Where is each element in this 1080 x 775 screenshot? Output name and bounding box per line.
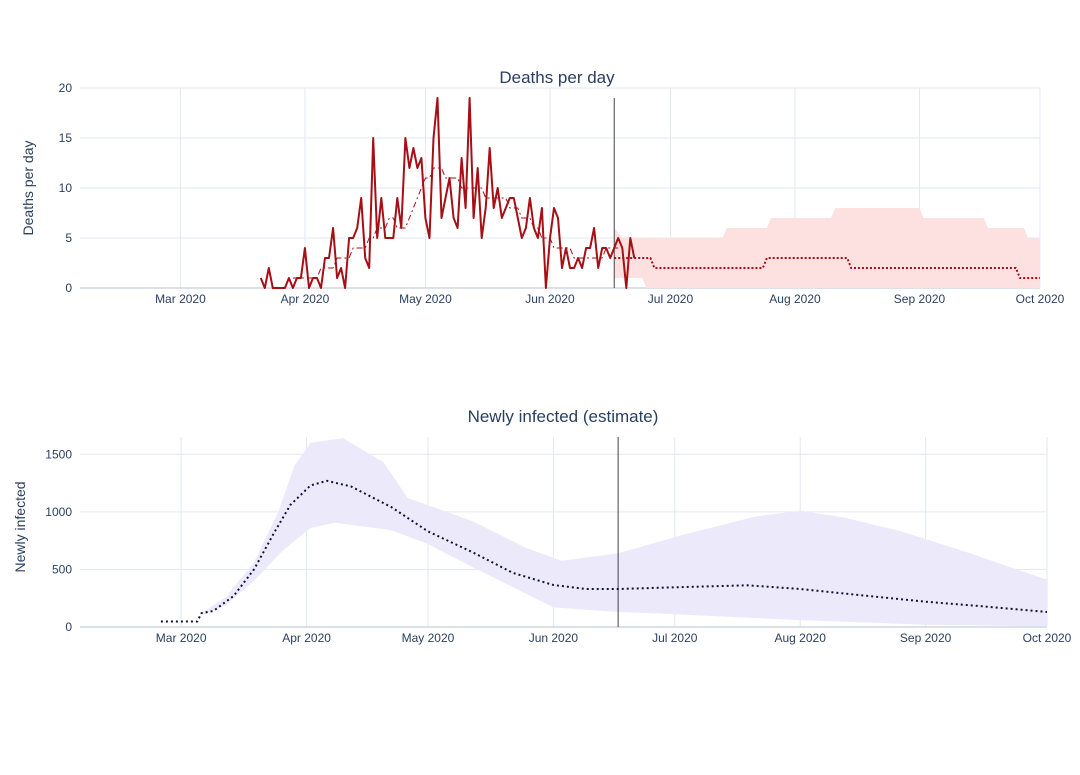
x-tick-label: May 2020 (399, 292, 452, 306)
x-tick-label: Jun 2020 (529, 631, 579, 645)
smoothed-deaths-line (292, 167, 619, 279)
x-tick-label: Jul 2020 (652, 631, 698, 645)
x-tick-label: Mar 2020 (155, 292, 206, 306)
infected-chart-title: Newly infected (estimate) (468, 407, 659, 426)
x-tick-label: Aug 2020 (774, 631, 826, 645)
y-tick-label: 500 (52, 562, 72, 576)
infected-chart-panel: Newly infected (estimate) Newly infected… (12, 407, 1072, 645)
forecast-deaths-line (614, 257, 1040, 279)
x-tick-label: Jun 2020 (525, 292, 575, 306)
x-tick-label: Oct 2020 (1016, 292, 1065, 306)
x-tick-label: Oct 2020 (1023, 631, 1072, 645)
y-tick-label: 15 (59, 131, 73, 145)
x-tick-label: Sep 2020 (894, 292, 946, 306)
x-tick-label: Aug 2020 (769, 292, 821, 306)
x-tick-label: Jul 2020 (648, 292, 694, 306)
y-tick-label: 1500 (45, 447, 72, 461)
y-tick-label: 0 (65, 281, 72, 295)
y-tick-label: 20 (59, 81, 73, 95)
x-tick-label: Mar 2020 (156, 631, 207, 645)
y-tick-label: 0 (65, 620, 72, 634)
deaths-chart-panel: Deaths per day Deaths per day Mar 2020 Ap… (20, 68, 1065, 306)
uncertainty-band (614, 208, 1040, 288)
y-tick-label: 10 (59, 181, 73, 195)
x-tick-label: Sep 2020 (900, 631, 952, 645)
x-tick-label: Apr 2020 (281, 292, 330, 306)
x-tick-label: Apr 2020 (282, 631, 331, 645)
x-tick-label: May 2020 (402, 631, 455, 645)
y-tick-label: 1000 (45, 505, 72, 519)
observed-deaths-line (259, 97, 636, 289)
y-tick-label: 5 (65, 231, 72, 245)
deaths-chart-title: Deaths per day (499, 68, 615, 87)
uncertainty-band (201, 438, 1047, 627)
infected-y-axis-title: Newly infected (12, 481, 28, 572)
deaths-y-axis-title: Deaths per day (20, 141, 36, 236)
